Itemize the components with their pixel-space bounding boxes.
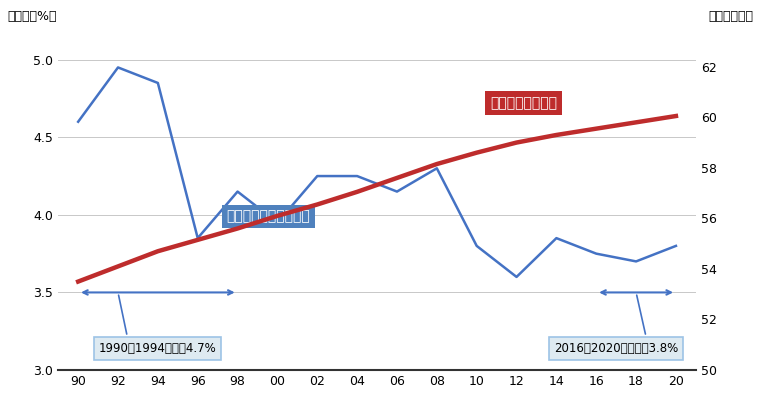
Text: 2016～2020年年平均3.8%: 2016～2020年年平均3.8%	[554, 295, 678, 355]
Text: （単位：%）: （単位：%）	[7, 10, 57, 23]
Text: 1990～1994年平均4.7%: 1990～1994年平均4.7%	[99, 295, 217, 355]
Text: （単位：歳）: （単位：歳）	[708, 10, 753, 23]
Text: 経営者交代率（左軸）: 経営者交代率（左軸）	[226, 209, 311, 223]
Text: 平均年齢（右軸）: 平均年齢（右軸）	[490, 96, 557, 110]
